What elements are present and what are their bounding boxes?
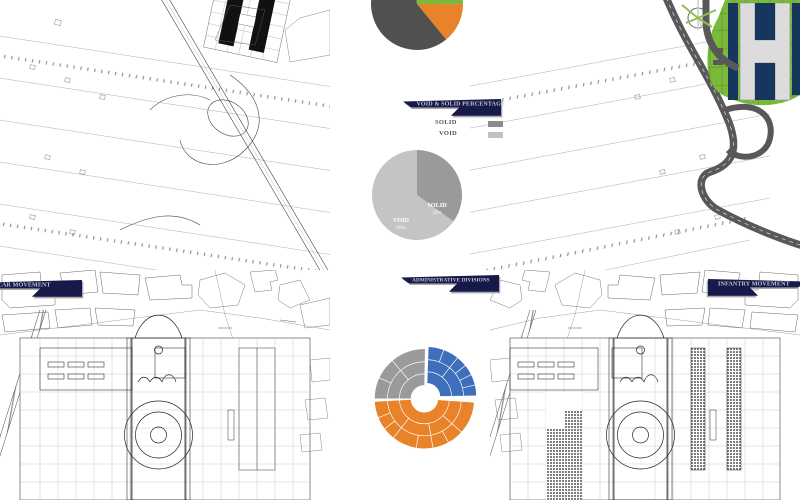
svg-text:ADMINISTRATIVE DIVISIONS: ADMINISTRATIVE DIVISIONS [412,278,490,284]
svg-text:INFANTRY MOVEMENT: INFANTRY MOVEMENT [718,282,790,288]
svg-text:VOID: VOID [393,217,410,224]
svg-text:VOID & SOLID PERCENTAGE: VOID & SOLID PERCENTAGE [417,102,506,108]
svg-text:CAR MOVEMENT: CAR MOVEMENT [0,283,51,289]
svg-text:35%: 35% [432,210,442,216]
svg-text:SOLID: SOLID [427,202,447,209]
svg-text:65%: 65% [396,225,406,231]
